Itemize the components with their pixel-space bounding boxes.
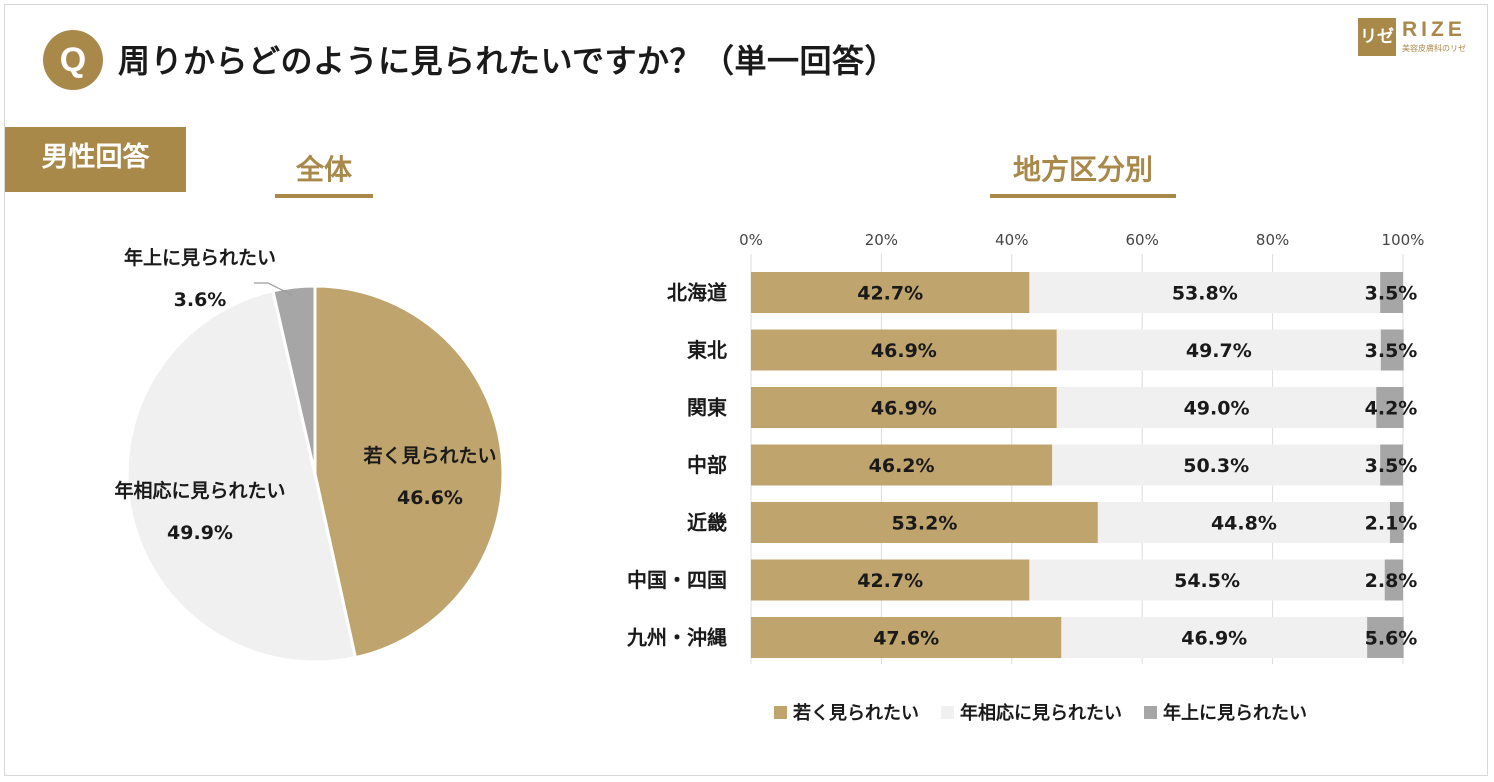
x-tick-label: 20% (865, 231, 898, 249)
bar-value-young: 46.2% (869, 455, 935, 477)
category-label: 中部 (687, 453, 727, 477)
bar-segment-age_appropriate (1061, 617, 1368, 658)
bar-value-young: 42.7% (857, 283, 923, 305)
bar-segment-age_appropriate (1029, 272, 1381, 313)
bar-chart-legend: 若く見られたい 年相応に見られたい 年上に見られたい (774, 699, 1329, 725)
bar-segment-age_appropriate (1056, 387, 1377, 428)
legend-item-young: 若く見られたい (774, 699, 919, 725)
category-label: 東北 (687, 338, 727, 362)
pie-value-age_appropriate: 49.9% (167, 522, 233, 544)
slide-frame (4, 4, 1488, 776)
bar-segment-older (1367, 617, 1404, 658)
bar-segment-young (751, 559, 1030, 601)
category-label: 九州・沖縄 (626, 626, 727, 650)
logo-mark: リゼ (1358, 18, 1396, 56)
bar-value-older: 5.6% (1365, 628, 1418, 650)
question-badge: Q (43, 30, 103, 90)
bar-value-age_appropriate: 46.9% (1181, 628, 1247, 650)
legend-item-age_appropriate: 年相応に見られたい (941, 699, 1122, 725)
bar-value-older: 2.8% (1365, 570, 1418, 592)
bar-segment-age_appropriate (1029, 559, 1385, 601)
bar-segment-young (751, 617, 1062, 658)
bar-segment-young (751, 329, 1057, 371)
bar-segment-young (751, 387, 1057, 428)
x-tick-label: 60% (1126, 231, 1159, 249)
pie-value-older: 3.6% (174, 289, 227, 311)
pie-label-age_appropriate: 年相応に見られたい (114, 479, 285, 502)
bar-value-older: 3.5% (1365, 283, 1418, 305)
bar-segment-age_appropriate (1052, 444, 1381, 486)
x-tick-label: 80% (1256, 231, 1289, 249)
pie-slice-young (313, 284, 505, 660)
bar-chart-title: 地方区分別 (990, 150, 1176, 198)
legend-swatch (941, 705, 954, 719)
logo-subtitle: 美容皮膚科のリゼ (1402, 44, 1466, 53)
bar-segment-young (751, 272, 1030, 313)
question-title: 周りからどのように見られたいですか？（単一回答） (118, 42, 898, 80)
bar-value-age_appropriate: 49.0% (1184, 398, 1250, 420)
bar-value-age_appropriate: 44.8% (1211, 513, 1277, 535)
pie-slice-older (271, 284, 317, 475)
legend-label: 年相応に見られたい (960, 703, 1122, 724)
bar-value-young: 46.9% (871, 340, 937, 362)
category-label: 北海道 (667, 281, 727, 305)
legend-label: 若く見られたい (793, 703, 919, 724)
pie-value-young: 46.6% (397, 487, 463, 509)
legend-swatch (774, 705, 787, 719)
bar-value-young: 42.7% (857, 570, 923, 592)
bar-value-young: 46.9% (871, 398, 937, 420)
pie-label-older: 年上に見られたい (124, 246, 276, 269)
bar-segment-older (1380, 444, 1403, 486)
bar-value-older: 4.2% (1365, 398, 1418, 420)
x-tick-label: 40% (995, 231, 1028, 249)
category-label: 中国・四国 (627, 568, 727, 592)
bar-value-age_appropriate: 49.7% (1186, 340, 1252, 362)
x-tick-label: 0% (739, 231, 763, 249)
bar-segment-age_appropriate (1097, 502, 1390, 543)
x-tick-label: 100% (1382, 231, 1425, 249)
bar-segment-older (1389, 502, 1404, 543)
bar-value-older: 2.1% (1365, 513, 1418, 535)
category-label: 近畿 (687, 511, 727, 535)
bar-segment-age_appropriate (1056, 329, 1381, 371)
legend-label: 年上に見られたい (1163, 703, 1307, 724)
section-label: 男性回答 (5, 127, 186, 192)
legend-item-older: 年上に見られたい (1144, 699, 1307, 725)
pie-label-young: 若く見られたい (363, 444, 496, 467)
bar-value-young: 53.2% (891, 513, 957, 535)
pie-leader-line (254, 282, 293, 296)
bar-value-age_appropriate: 54.5% (1174, 570, 1240, 592)
bar-value-young: 47.6% (873, 628, 939, 650)
bar-value-age_appropriate: 53.8% (1172, 283, 1238, 305)
bar-segment-older (1380, 329, 1404, 371)
pie-slice-age_appropriate (125, 288, 358, 664)
bar-segment-older (1376, 387, 1404, 428)
bar-value-age_appropriate: 50.3% (1183, 455, 1249, 477)
legend-swatch (1144, 705, 1157, 719)
bar-value-older: 3.5% (1365, 455, 1418, 477)
brand-logo: リゼ RIZE 美容皮膚科のリゼ (1358, 18, 1480, 58)
bar-segment-young (751, 502, 1098, 543)
pie-chart-title: 全体 (275, 150, 373, 198)
bar-segment-older (1384, 559, 1403, 601)
logo-word: RIZE (1402, 18, 1466, 41)
bar-segment-older (1380, 272, 1403, 313)
bar-segment-young (751, 444, 1053, 486)
bar-value-older: 3.5% (1365, 340, 1418, 362)
category-label: 関東 (687, 396, 727, 420)
